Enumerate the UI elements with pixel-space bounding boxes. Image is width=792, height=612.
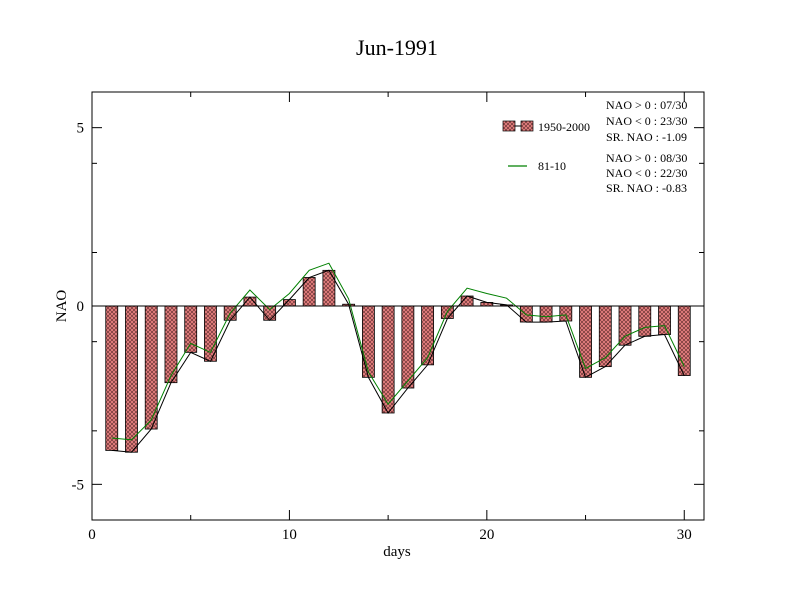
x-tick-label-20: 20 bbox=[479, 527, 494, 543]
bar-day-1 bbox=[105, 305, 119, 451]
bar-day-24 bbox=[559, 305, 573, 322]
line-series bbox=[111, 262, 685, 453]
y-tick-label-0: 0 bbox=[77, 299, 85, 315]
axes: -5 0 5 0 10 20 30 bbox=[72, 92, 704, 543]
bar-day-4 bbox=[164, 305, 178, 384]
legend-stat-sr-8110: SR. NAO : -0.83 bbox=[606, 181, 687, 195]
bar-day-27 bbox=[618, 305, 632, 346]
bar-day-22 bbox=[519, 305, 533, 323]
legend-swatch-bar-right bbox=[520, 120, 534, 132]
legend-stat-sr-1950: SR. NAO : -1.09 bbox=[606, 130, 687, 144]
line-81-10 bbox=[111, 262, 685, 441]
bar-day-29 bbox=[658, 305, 671, 335]
x-tick-label-10: 10 bbox=[282, 527, 297, 543]
bar-day-9 bbox=[263, 305, 277, 321]
legend-label-8110: 81-10 bbox=[538, 159, 566, 173]
x-tick-label-0: 0 bbox=[88, 527, 96, 543]
legend-stat-pos-8110: NAO > 0 : 08/30 bbox=[606, 151, 687, 165]
x-tick-label-30: 30 bbox=[677, 527, 692, 543]
legend-swatch-bar-left bbox=[502, 120, 516, 132]
bar-series bbox=[105, 269, 691, 453]
chart-title: Jun-1991 bbox=[356, 35, 438, 60]
bar-day-12 bbox=[322, 269, 336, 307]
y-tick-label--5: -5 bbox=[72, 477, 85, 493]
legend-stat-pos-1950: NAO > 0 : 07/30 bbox=[606, 98, 687, 112]
bar-day-2 bbox=[125, 305, 138, 453]
y-tick-label-5: 5 bbox=[77, 121, 85, 137]
bar-day-23 bbox=[539, 305, 553, 323]
y-axis-label: NAO bbox=[54, 290, 70, 323]
bar-day-10 bbox=[283, 299, 296, 307]
legend-label-1950-2000: 1950-2000 bbox=[538, 120, 590, 134]
legend-stat-neg-8110: NAO < 0 : 22/30 bbox=[606, 166, 687, 180]
bar-day-28 bbox=[638, 305, 652, 337]
legend-stat-neg-1950: NAO < 0 : 23/30 bbox=[606, 114, 687, 128]
legend: 1950-2000 NAO > 0 : 07/30 NAO < 0 : 23/3… bbox=[502, 98, 687, 195]
bar-day-14 bbox=[361, 305, 375, 378]
line-main bbox=[111, 269, 685, 453]
x-axis-label: days bbox=[383, 544, 411, 560]
bar-day-30 bbox=[677, 305, 691, 376]
